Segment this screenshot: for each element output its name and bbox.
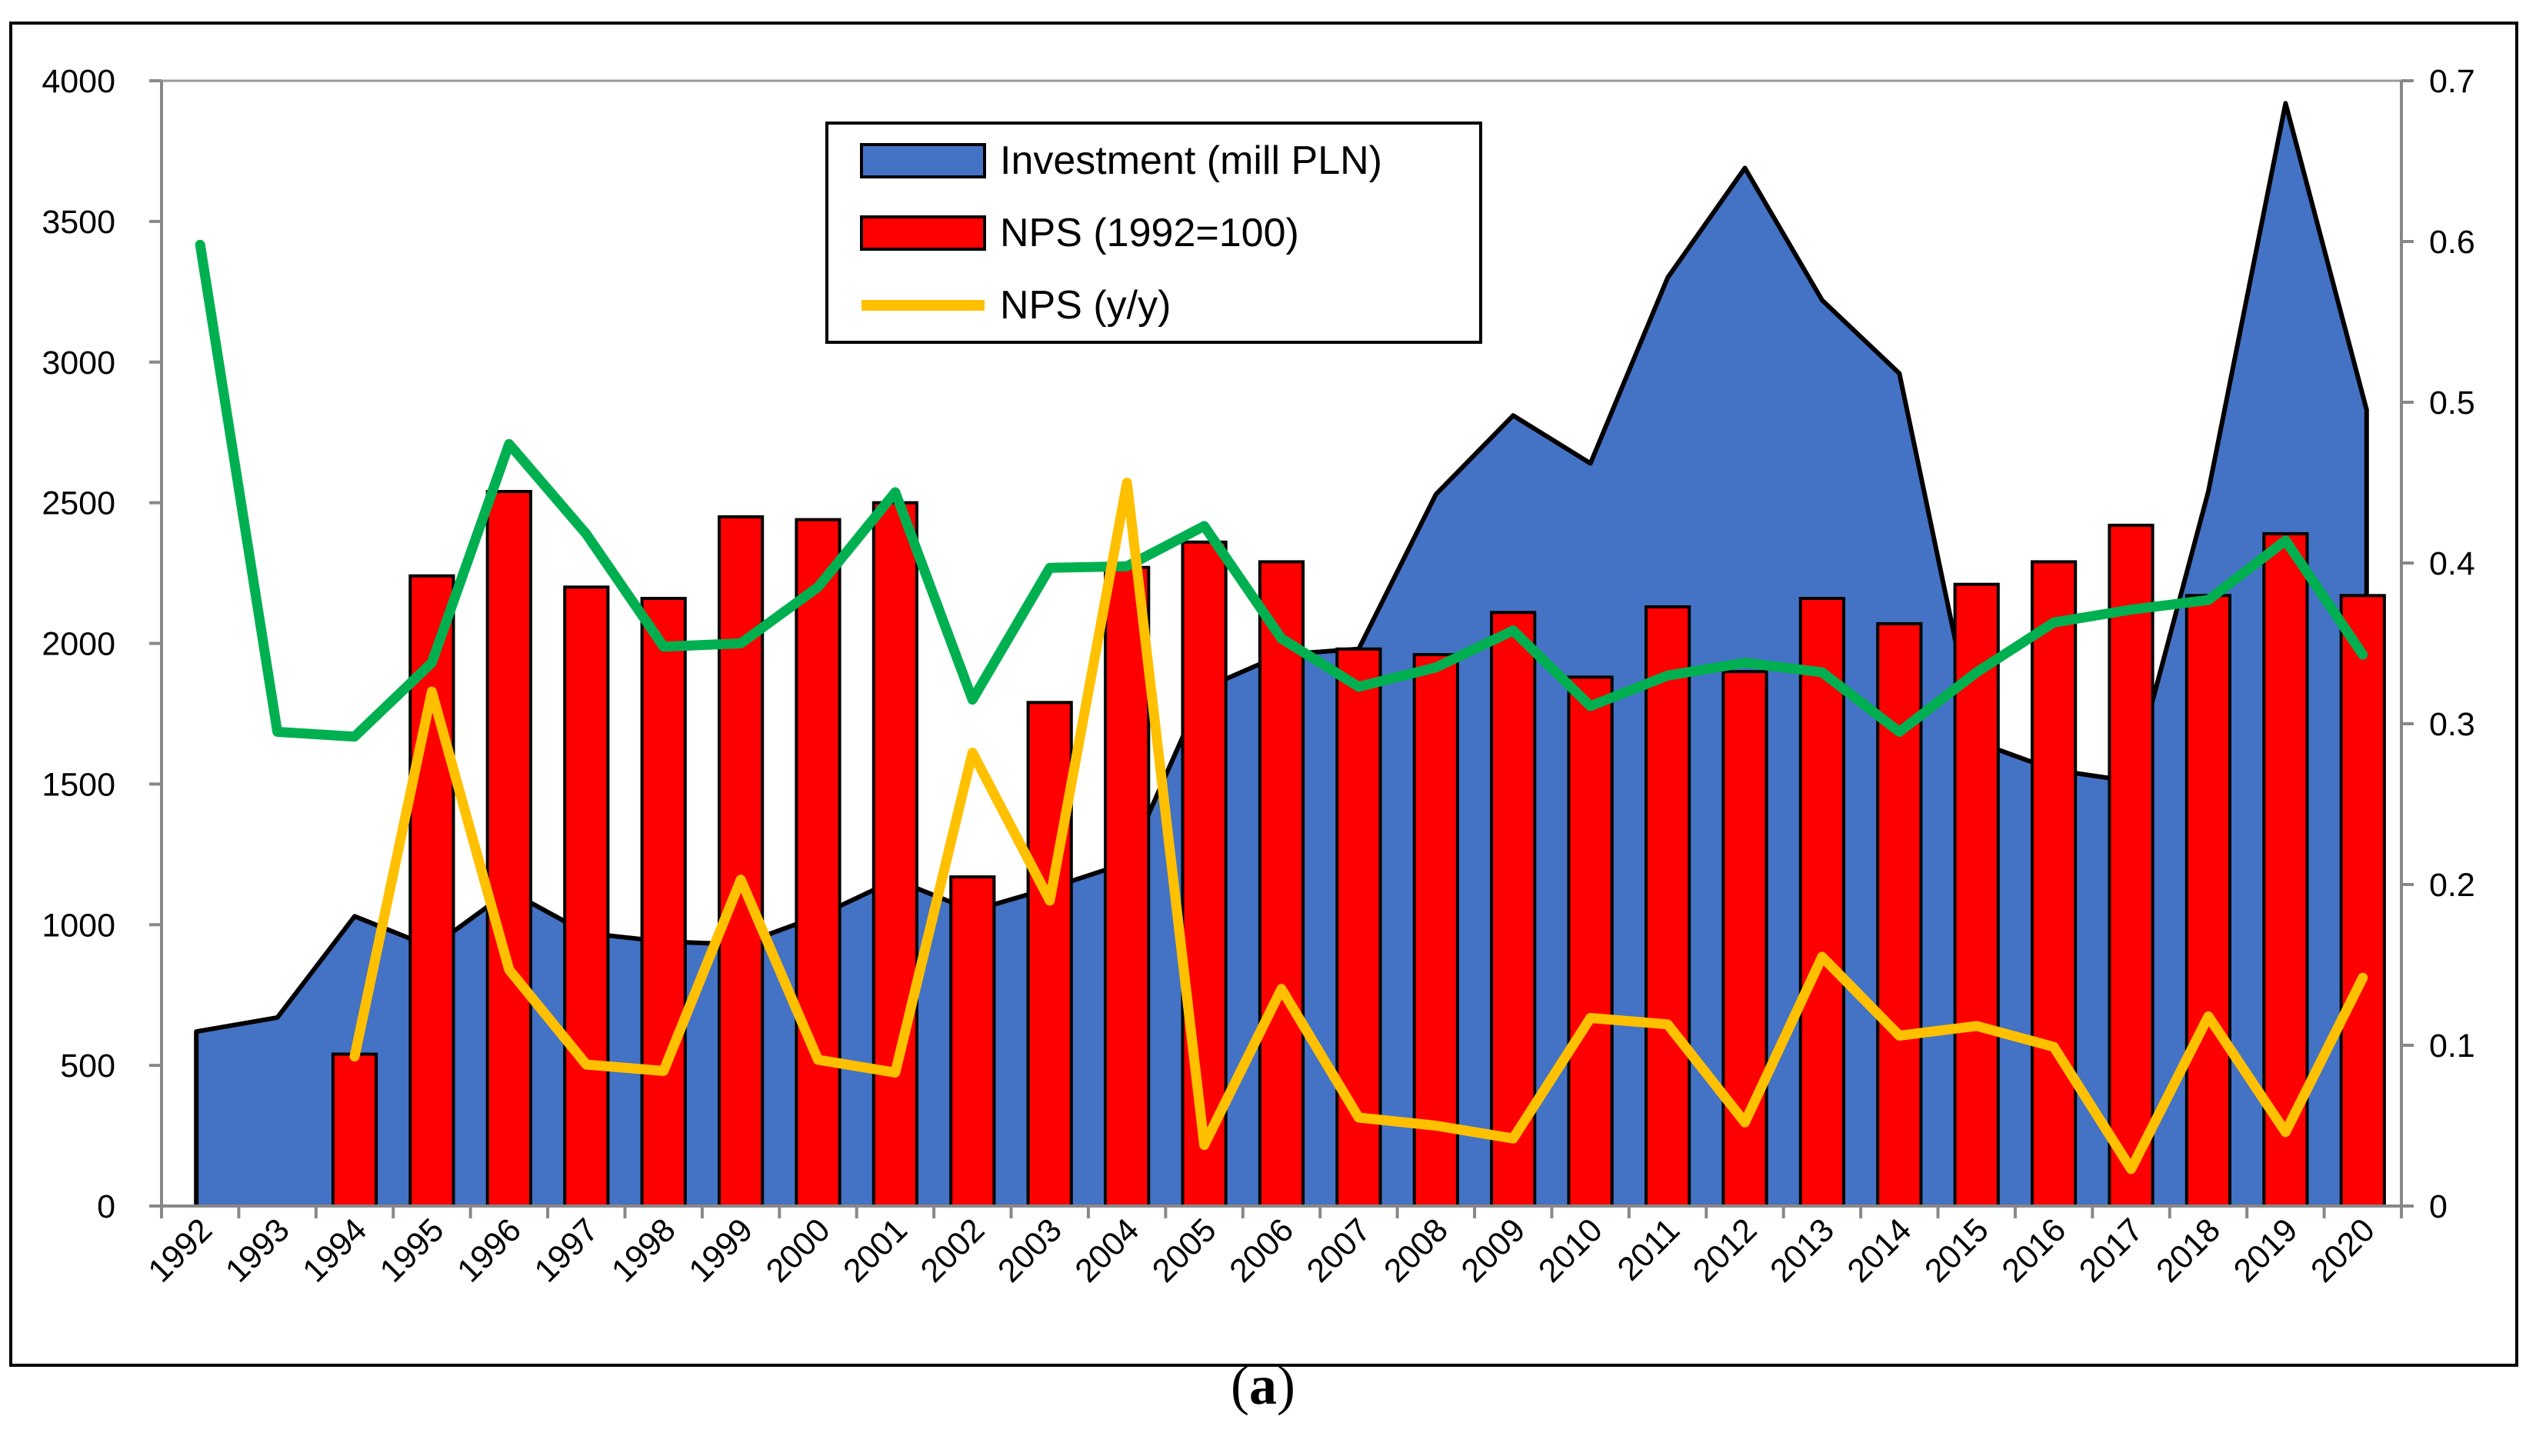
legend-swatch-investment bbox=[860, 143, 986, 178]
figure-caption: (a) bbox=[0, 1354, 2526, 1418]
right-tick-label: 0.3 bbox=[2429, 706, 2475, 743]
nps-index-bar-2006 bbox=[1258, 560, 1305, 1208]
left-tick-label: 500 bbox=[60, 1048, 115, 1085]
right-tick-label: 0.1 bbox=[2429, 1028, 2475, 1065]
right-tick-label: 0.7 bbox=[2429, 63, 2475, 100]
nps-index-bar-1997 bbox=[563, 585, 610, 1208]
nps-index-bar-2001 bbox=[871, 501, 919, 1208]
right-tick-label: 0.6 bbox=[2429, 224, 2475, 261]
nps-index-bar-2016 bbox=[2031, 560, 2078, 1208]
nps-index-bar-2011 bbox=[1645, 605, 1691, 1208]
nps-index-bar-2020 bbox=[2339, 594, 2386, 1208]
right-tick-label: 0.4 bbox=[2429, 545, 2475, 582]
nps-index-bar-2017 bbox=[2108, 523, 2154, 1208]
right-tick-label: 0 bbox=[2429, 1188, 2448, 1225]
caption-letter: a bbox=[1249, 1354, 1277, 1416]
right-tick-label: 0.5 bbox=[2429, 385, 2475, 421]
nps-index-bar-2000 bbox=[795, 518, 841, 1208]
nps-index-bar-1996 bbox=[485, 490, 532, 1208]
legend-label-nps-index: NPS (1992=100) bbox=[1000, 211, 1299, 255]
left-tick-label: 3000 bbox=[42, 345, 115, 381]
left-tick-label: 4000 bbox=[42, 63, 115, 100]
right-tick-label: 0.2 bbox=[2429, 867, 2475, 904]
left-tick-label: 1000 bbox=[42, 907, 115, 944]
left-tick-label: 2500 bbox=[42, 485, 115, 522]
legend-label-investment: Investment (mill PLN) bbox=[1000, 138, 1382, 183]
nps-index-bar-2014 bbox=[1876, 621, 1923, 1208]
left-tick-label: 2000 bbox=[42, 626, 115, 663]
left-tick-label: 1500 bbox=[42, 766, 115, 803]
nps-index-bar-2018 bbox=[2184, 594, 2232, 1208]
nps-index-bar-1999 bbox=[718, 515, 765, 1208]
nps-yy-line bbox=[349, 478, 2368, 1174]
caption-open: ( bbox=[1231, 1354, 1249, 1416]
nps-index-bar-1994 bbox=[331, 1052, 378, 1208]
legend-label-nps-yy: NPS (y/y) bbox=[1000, 283, 1171, 328]
legend-swatch-nps-index bbox=[860, 215, 986, 251]
caption-close: ) bbox=[1277, 1354, 1295, 1416]
nps-index-bar-2004 bbox=[1104, 565, 1151, 1208]
nps-index-bar-2002 bbox=[949, 875, 996, 1208]
nps-index-bar-1998 bbox=[640, 597, 687, 1208]
left-tick-label: 0 bbox=[97, 1188, 115, 1225]
legend: Investment (mill PLN) NPS (1992=100) NPS… bbox=[825, 122, 1482, 344]
nps-index-bar-2003 bbox=[1026, 701, 1073, 1208]
left-tick-label: 3500 bbox=[42, 204, 115, 241]
green-ratio-line bbox=[195, 239, 2368, 742]
nps-index-bar-2010 bbox=[1567, 675, 1614, 1208]
plot-layers bbox=[194, 101, 2386, 1208]
nps-index-bar-2013 bbox=[1798, 597, 1846, 1208]
